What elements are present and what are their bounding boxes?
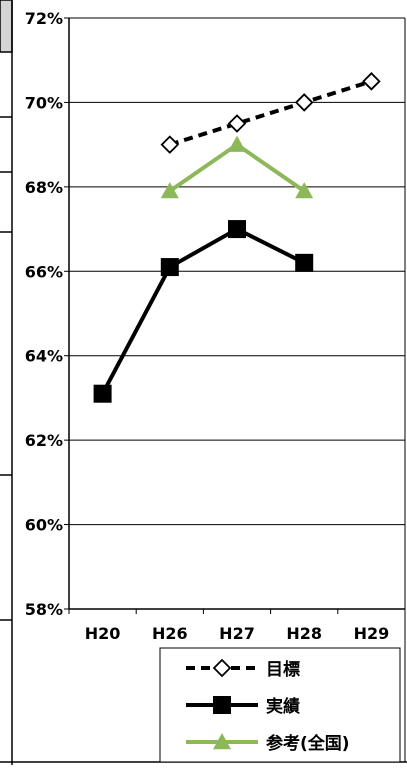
data-point [228, 135, 246, 152]
data-point [228, 220, 246, 239]
legend-marker [212, 658, 232, 678]
legend-marker [213, 696, 231, 714]
data-point [362, 72, 381, 91]
data-point [160, 182, 179, 199]
data-point [227, 114, 247, 133]
series-line-1 [100, 227, 306, 395]
grid-layer [69, 17, 405, 526]
y-tick-label: 58% [25, 600, 63, 619]
data-point [294, 93, 314, 112]
axis-layer: 58% 60% 62% 64% 66% 68% 70% 72% H20 H26 H27 H28 H29 [25, 9, 406, 643]
x-tick-label: H27 [219, 624, 255, 643]
legend-marker [213, 733, 231, 750]
x-tick-label: H26 [152, 624, 188, 643]
data-point [93, 384, 112, 403]
x-tick-label: H28 [286, 624, 322, 643]
x-tick-label: H29 [354, 624, 390, 643]
y-tick-label: 64% [25, 347, 63, 366]
frame-top-left-box [0, 0, 13, 53]
y-tick-label: 72% [25, 9, 63, 28]
data-point [160, 135, 180, 154]
y-tick-label: 70% [25, 93, 63, 112]
x-tick-label: H20 [85, 624, 121, 643]
legend-label: 参考(全国) [266, 733, 350, 754]
data-point [295, 182, 314, 199]
data-point [295, 253, 314, 272]
y-tick-label: 60% [25, 516, 63, 535]
legend-label: 目標 [266, 659, 300, 680]
y-tick-label: 66% [25, 262, 63, 281]
data-point [160, 258, 179, 277]
series-line-0 [169, 79, 372, 147]
y-tick-label: 62% [25, 431, 63, 450]
series-layer [93, 72, 381, 403]
y-tick-label: 68% [25, 178, 63, 197]
legend-label: 実績 [266, 696, 300, 717]
